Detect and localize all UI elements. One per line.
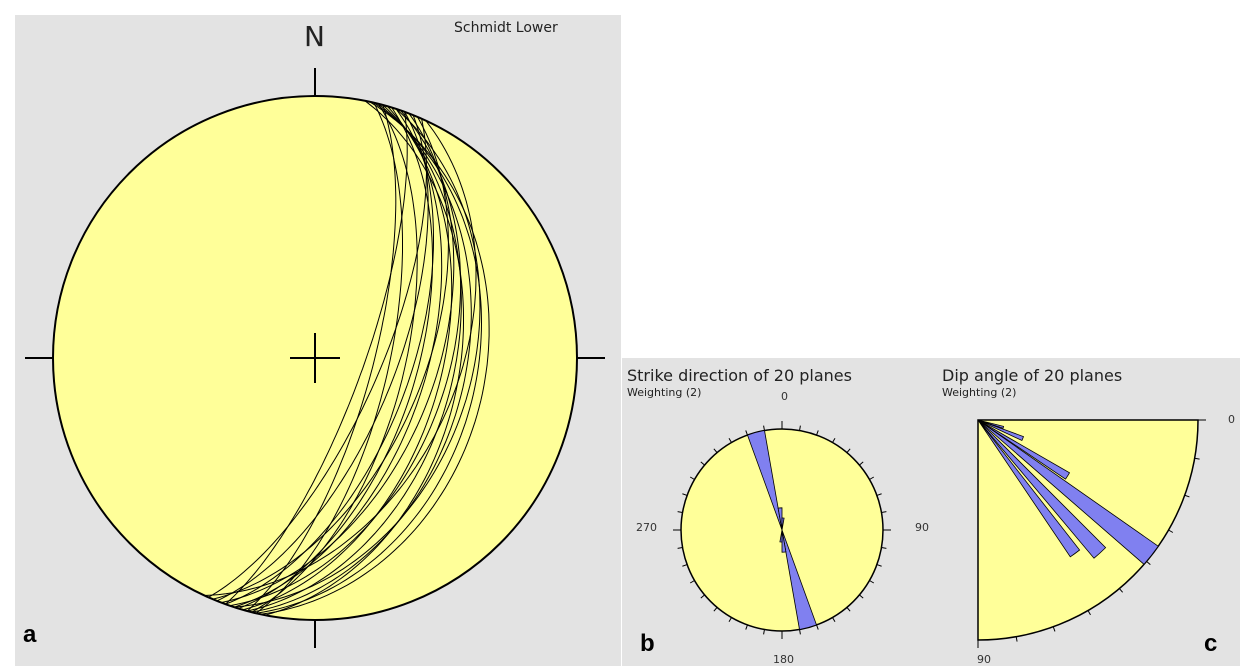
strike-tick-120 [869, 580, 875, 584]
dip-tick-30 [1168, 529, 1174, 533]
dip-rose-panel: Dip angle of 20 planes Weighting (2) 0 9… [940, 358, 1240, 666]
strike-tick-220 [713, 607, 718, 612]
panel-letter-a: a [23, 621, 37, 648]
strike-tick-100 [881, 547, 887, 549]
stereonet-panel: N Schmidt Lower a [15, 15, 621, 666]
great-circle-20 [212, 116, 449, 600]
strike-label-90: 90 [915, 521, 929, 534]
panel-letter-c: c [1204, 630, 1218, 657]
dip-petal-4 [977, 419, 1071, 480]
great-circle-11 [238, 107, 433, 610]
dip-tick-70 [1052, 626, 1056, 632]
great-circle-15 [204, 120, 477, 596]
strike-tick-200 [745, 624, 748, 630]
strike-tick-60 [869, 476, 875, 480]
dip-tick-10 [1194, 457, 1200, 460]
strike-tick-230 [700, 594, 705, 599]
strike-tick-10 [799, 425, 801, 431]
dip-tick-60 [1087, 610, 1091, 616]
strike-tick-70 [876, 493, 882, 496]
strike-rose-panel: Strike direction of 20 planes Weighting … [622, 358, 940, 666]
great-circle-10 [208, 118, 427, 598]
strike-tick-330 [728, 437, 732, 443]
strike-petal-3 [777, 507, 783, 531]
strike-label-270: 270 [636, 521, 657, 534]
strike-tick-80 [881, 511, 887, 513]
dip-tick-50 [1119, 588, 1124, 593]
strike-tick-250 [682, 564, 688, 567]
dip-petal-5 [977, 419, 1025, 442]
strike-tick-280 [677, 511, 683, 513]
dip-tick-20 [1184, 494, 1190, 498]
projection-label: Schmidt Lower [454, 20, 558, 36]
strike-tick-240 [689, 580, 695, 584]
dip-tick-80 [1015, 636, 1018, 642]
strike-tick-170 [799, 629, 801, 635]
great-circle-17 [233, 108, 481, 608]
strike-tick-20 [816, 430, 819, 436]
strike-petal-1 [746, 430, 783, 531]
north-label: N [304, 20, 325, 53]
great-circle-13 [220, 113, 455, 604]
panel-letter-b: b [640, 630, 655, 657]
strike-tick-310 [700, 461, 705, 466]
strike-tick-300 [689, 476, 695, 480]
dip-rose-plot [977, 419, 1206, 648]
strike-petal-4 [781, 529, 787, 553]
strike-rose-title: Strike direction of 20 planes [627, 366, 852, 385]
great-circle-1 [233, 108, 443, 608]
strike-tick-350 [763, 425, 765, 431]
strike-tick-160 [816, 624, 819, 630]
strike-tick-260 [677, 547, 683, 549]
dip-petal-2 [977, 419, 1107, 559]
strike-weighting-label: Weighting (2) [627, 386, 702, 399]
strike-rose-plot [673, 421, 891, 639]
great-circle-16 [246, 104, 397, 612]
stereonet-plot [25, 68, 605, 648]
strike-tick-320 [713, 448, 718, 453]
great-circles-group [204, 100, 490, 616]
strike-tick-50 [859, 461, 864, 466]
strike-tick-150 [832, 617, 836, 623]
strike-petal-6 [779, 529, 783, 543]
strike-label-180: 180 [773, 653, 794, 666]
strike-tick-130 [859, 594, 864, 599]
dip-label-90: 90 [977, 653, 991, 666]
strike-petal-5 [781, 517, 785, 531]
great-circle-18 [225, 111, 408, 605]
great-circle-8 [260, 101, 490, 615]
strike-tick-210 [728, 617, 732, 623]
strike-tick-340 [745, 430, 748, 436]
great-circle-3 [247, 104, 462, 612]
strike-tick-140 [846, 607, 851, 612]
great-circle-14 [251, 103, 418, 613]
dip-petal-1 [977, 419, 1159, 565]
strike-tick-290 [682, 493, 688, 496]
dip-tick-40 [1146, 561, 1151, 566]
great-circle-9 [229, 109, 462, 607]
dip-petal-6 [977, 419, 1005, 429]
strike-label-0: 0 [781, 390, 788, 403]
strike-tick-40 [846, 448, 851, 453]
strike-tick-190 [763, 629, 765, 635]
great-circle-19 [255, 102, 403, 614]
strike-petal-2 [781, 529, 818, 630]
dip-weighting-label: Weighting (2) [942, 386, 1017, 399]
strike-tick-110 [876, 564, 882, 567]
dip-rose-title: Dip angle of 20 planes [942, 366, 1123, 385]
great-circle-5 [256, 102, 483, 614]
dip-label-0: 0 [1228, 413, 1235, 426]
dip-petal-3 [977, 419, 1081, 558]
strike-tick-30 [832, 437, 836, 443]
